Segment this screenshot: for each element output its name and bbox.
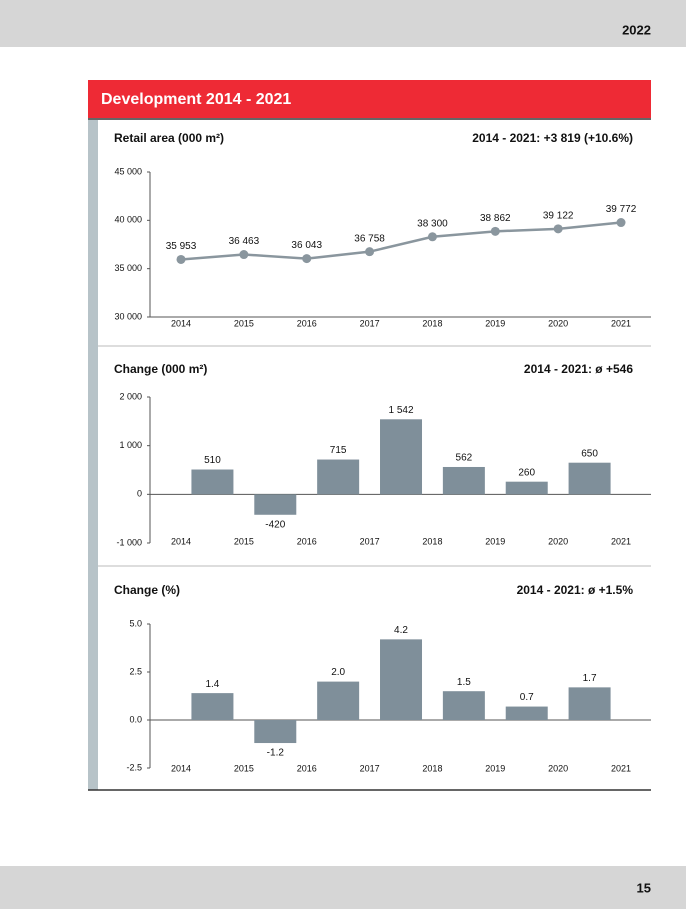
y-tick-label: 45 000 bbox=[114, 166, 142, 176]
marker bbox=[553, 224, 563, 234]
x-tick-label: 2017 bbox=[360, 318, 380, 328]
x-tick-label: 2015 bbox=[234, 763, 254, 773]
annotation: 2014 - 2021: ø +546 bbox=[524, 362, 633, 376]
y-tick-label: 5.0 bbox=[129, 618, 142, 628]
value-label: 1.7 bbox=[583, 673, 597, 684]
value-label: 36 758 bbox=[354, 233, 385, 244]
value-label: 1 542 bbox=[388, 405, 413, 416]
value-label: 35 953 bbox=[166, 241, 197, 252]
x-tick-label: 2018 bbox=[422, 763, 442, 773]
value-label: 510 bbox=[204, 455, 221, 466]
chart-title: Change (%) bbox=[114, 583, 180, 597]
y-tick-label: 1 000 bbox=[119, 440, 142, 450]
value-label: 0.7 bbox=[520, 692, 534, 703]
bar bbox=[380, 419, 423, 495]
marker bbox=[490, 226, 500, 236]
value-label: -1.2 bbox=[267, 748, 285, 759]
annotation: 2014 - 2021: ø +1.5% bbox=[517, 583, 634, 597]
bar bbox=[380, 639, 423, 720]
value-label: 1.5 bbox=[457, 677, 471, 688]
x-tick-label: 2021 bbox=[611, 763, 631, 773]
value-label: 715 bbox=[330, 445, 347, 456]
y-tick-label: -2.5 bbox=[126, 762, 142, 772]
x-tick-label: 2014 bbox=[171, 763, 191, 773]
marker bbox=[365, 247, 375, 257]
value-label: 260 bbox=[518, 467, 535, 478]
bar bbox=[442, 466, 485, 495]
x-tick-label: 2014 bbox=[171, 318, 191, 328]
bar bbox=[505, 481, 548, 495]
bar bbox=[254, 720, 297, 744]
y-tick-label: 2 000 bbox=[119, 391, 142, 401]
x-tick-label: 2019 bbox=[485, 763, 505, 773]
value-label: -420 bbox=[265, 519, 285, 530]
value-label: 650 bbox=[581, 448, 598, 459]
x-tick-label: 2016 bbox=[297, 318, 317, 328]
section-header bbox=[88, 80, 651, 118]
bar bbox=[568, 687, 611, 720]
chart-title: Change (000 m²) bbox=[114, 362, 207, 376]
x-tick-label: 2014 bbox=[171, 536, 191, 546]
x-tick-label: 2016 bbox=[297, 536, 317, 546]
y-tick-label: -1 000 bbox=[116, 537, 142, 547]
y-tick-label: 0 bbox=[137, 489, 142, 499]
bottom-band bbox=[0, 866, 686, 909]
top-band bbox=[0, 0, 686, 47]
x-tick-label: 2016 bbox=[297, 763, 317, 773]
marker bbox=[239, 250, 249, 260]
x-tick-label: 2018 bbox=[422, 536, 442, 546]
page-number: 15 bbox=[637, 880, 651, 895]
y-tick-label: 40 000 bbox=[114, 215, 142, 225]
x-tick-label: 2019 bbox=[485, 536, 505, 546]
value-label: 2.0 bbox=[331, 667, 345, 678]
bar bbox=[317, 459, 360, 495]
year: 2022 bbox=[622, 22, 651, 37]
x-tick-label: 2021 bbox=[611, 536, 631, 546]
line bbox=[180, 221, 622, 261]
value-label: 39 772 bbox=[606, 204, 637, 215]
x-tick-label: 2020 bbox=[548, 763, 568, 773]
bar bbox=[317, 681, 360, 720]
bar bbox=[442, 691, 485, 720]
value-label: 36 463 bbox=[229, 236, 260, 247]
y-tick-label: 0.0 bbox=[129, 714, 142, 724]
marker bbox=[176, 254, 186, 264]
y-tick-label: 35 000 bbox=[114, 263, 142, 273]
x-tick-label: 2017 bbox=[360, 763, 380, 773]
x-tick-label: 2015 bbox=[234, 536, 254, 546]
x-tick-label: 2017 bbox=[360, 536, 380, 546]
marker bbox=[302, 254, 312, 264]
value-label: 38 862 bbox=[480, 213, 511, 224]
side-bar bbox=[88, 120, 98, 790]
bar bbox=[568, 462, 611, 495]
bar bbox=[254, 494, 297, 515]
marker bbox=[427, 232, 437, 242]
chart-title: Retail area (000 m²) bbox=[114, 131, 224, 145]
value-label: 4.2 bbox=[394, 625, 408, 636]
section-title: Development 2014 - 2021 bbox=[101, 91, 291, 108]
x-tick-label: 2020 bbox=[548, 536, 568, 546]
value-label: 38 300 bbox=[417, 218, 448, 229]
x-tick-label: 2018 bbox=[422, 318, 442, 328]
y-tick-label: 30 000 bbox=[114, 311, 142, 321]
x-tick-label: 2020 bbox=[548, 318, 568, 328]
value-label: 39 122 bbox=[543, 210, 574, 221]
value-label: 1.4 bbox=[205, 679, 219, 690]
bar bbox=[191, 469, 234, 495]
annotation: 2014 - 2021: +3 819 (+10.6%) bbox=[472, 131, 633, 145]
value-label: 36 043 bbox=[291, 240, 322, 251]
y-tick-label: 2.5 bbox=[129, 666, 142, 676]
bar bbox=[505, 706, 548, 720]
bar bbox=[191, 693, 234, 720]
marker bbox=[616, 218, 626, 228]
x-tick-label: 2021 bbox=[611, 318, 631, 328]
x-tick-label: 2019 bbox=[485, 318, 505, 328]
x-tick-label: 2015 bbox=[234, 318, 254, 328]
value-label: 562 bbox=[456, 453, 473, 464]
